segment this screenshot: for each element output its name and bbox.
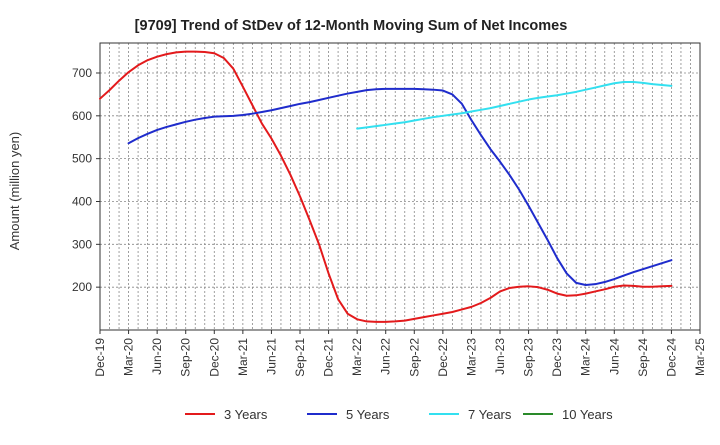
x-tick-label: Mar-20 bbox=[122, 338, 136, 376]
x-tick-label: Mar-22 bbox=[350, 338, 364, 376]
series-line-3-years bbox=[99, 50, 673, 323]
x-tick-label: Sep-22 bbox=[407, 338, 421, 377]
x-tick-label: Mar-24 bbox=[579, 338, 593, 376]
x-tick-label: Jun-22 bbox=[379, 338, 393, 375]
x-tick-label: Sep-20 bbox=[179, 338, 193, 377]
x-axis: Dec-19 Mar-20 Jun-20 Sep-20 Dec-20 Mar-21 Jun-… bbox=[93, 330, 707, 377]
x-tick-label: Jun-23 bbox=[493, 338, 507, 375]
y-tick-label: 200 bbox=[72, 280, 92, 294]
series-line-7-years bbox=[356, 80, 673, 130]
x-tick-label: Dec-19 bbox=[93, 338, 107, 377]
x-tick-label: Dec-20 bbox=[207, 338, 221, 377]
chart-title: [9709] Trend of StDev of 12-Month Moving… bbox=[135, 18, 568, 34]
series-line-5-years bbox=[127, 87, 673, 287]
legend-label-5-years: 5 Years bbox=[346, 407, 390, 422]
x-tick-label: Mar-23 bbox=[464, 338, 478, 376]
y-tick-label: 400 bbox=[72, 194, 92, 208]
plot-frame bbox=[99, 42, 701, 331]
x-tick-label: Jun-20 bbox=[150, 338, 164, 375]
x-tick-label: Mar-25 bbox=[693, 338, 707, 376]
x-tick-label: Sep-21 bbox=[293, 338, 307, 377]
x-tick-label: Dec-21 bbox=[322, 338, 336, 377]
series-layer bbox=[99, 50, 673, 323]
x-tick-label: Mar-21 bbox=[236, 338, 250, 376]
grid-layer bbox=[100, 43, 700, 330]
x-tick-label: Dec-24 bbox=[664, 338, 678, 377]
x-tick-label: Dec-22 bbox=[436, 338, 450, 377]
y-tick-label: 600 bbox=[72, 109, 92, 123]
x-tick-label: Sep-23 bbox=[522, 338, 536, 377]
y-axis: 200 300 400 500 600 700 bbox=[72, 66, 100, 294]
x-tick-label: Sep-24 bbox=[636, 338, 650, 377]
legend-label-3-years: 3 Years bbox=[224, 407, 268, 422]
legend-label-10-years: 10 Years bbox=[562, 407, 613, 422]
legend: 3 Years 5 Years 7 Years 10 Years bbox=[185, 407, 613, 422]
y-tick-label: 300 bbox=[72, 237, 92, 251]
x-tick-label: Dec-23 bbox=[550, 338, 564, 377]
x-tick-label: Jun-24 bbox=[607, 338, 621, 375]
y-axis-label: Amount (million yen) bbox=[7, 132, 22, 251]
y-tick-label: 500 bbox=[72, 152, 92, 166]
legend-label-7-years: 7 Years bbox=[468, 407, 512, 422]
y-tick-label: 700 bbox=[72, 66, 92, 80]
x-tick-label: Jun-21 bbox=[264, 338, 278, 375]
